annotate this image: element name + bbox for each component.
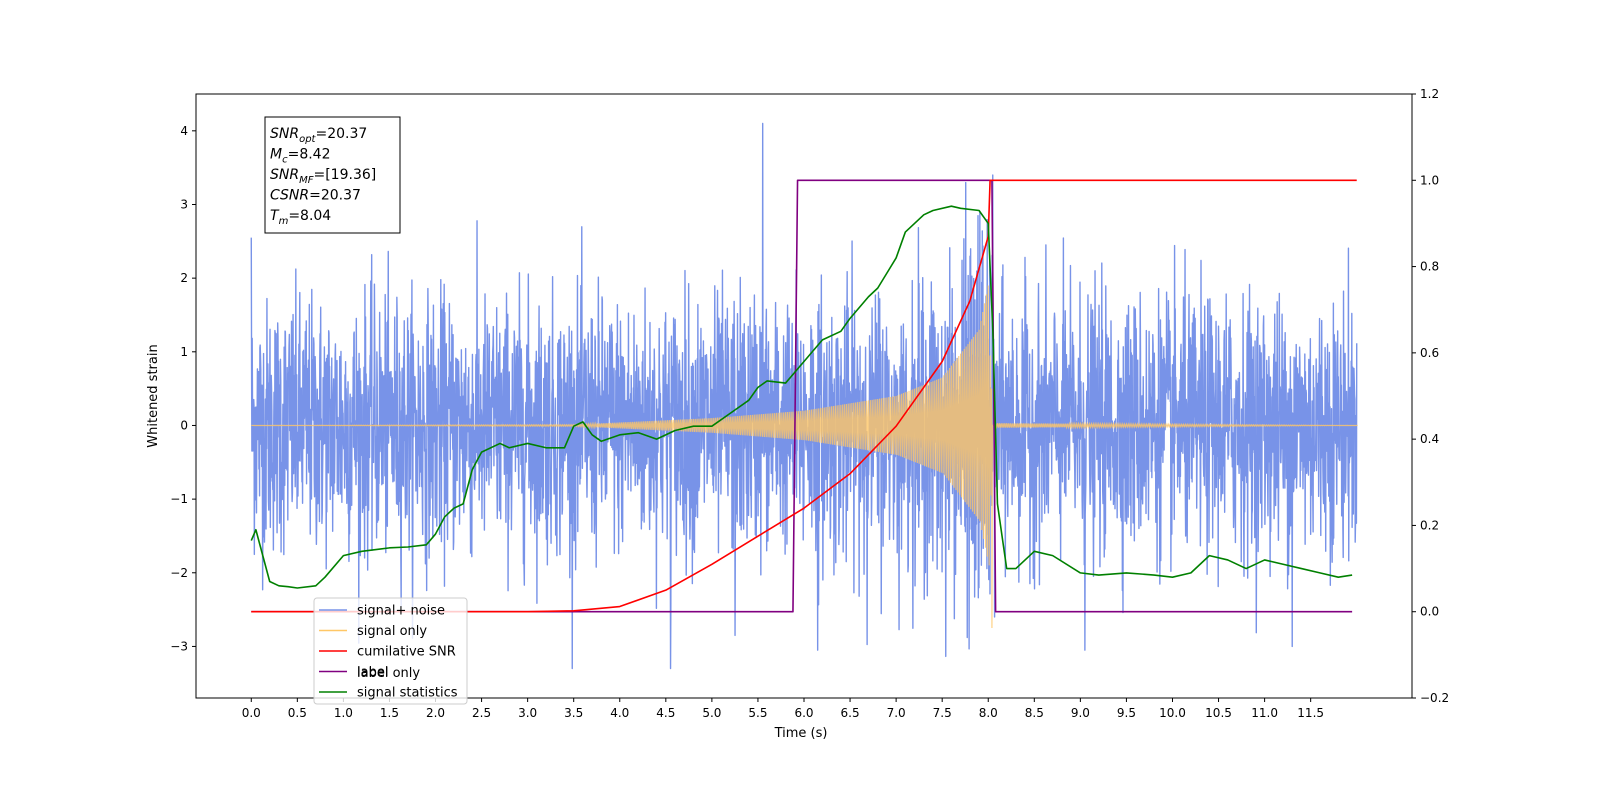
x-tick-label: 9.5 <box>1117 706 1136 720</box>
x-tick-label: 7.5 <box>933 706 952 720</box>
annotation-line: CSNR=20.37 <box>270 188 361 204</box>
x-tick-label: 0.0 <box>242 706 261 720</box>
y-right-tick-label: 0.4 <box>1420 432 1439 446</box>
legend-entry-label: signal+ noise <box>357 604 445 619</box>
y-left-tick-label: 2 <box>180 271 188 285</box>
x-tick-label: 9.0 <box>1071 706 1090 720</box>
y-left-tick-label: −3 <box>170 639 188 653</box>
legend-hidden-entry-text: label only <box>357 666 420 681</box>
y-left-tick-label: −2 <box>170 566 188 580</box>
series-signal-noise-line <box>250 122 1358 670</box>
x-tick-label: 5.5 <box>748 706 767 720</box>
legend-entry-label: signal only <box>357 624 427 639</box>
x-tick-label: 7.0 <box>887 706 906 720</box>
series-label-line <box>251 179 1353 613</box>
annotation-line: Mc=8.42 <box>270 147 331 166</box>
y-left-tick-label: −1 <box>170 492 188 506</box>
legend-entry-label: label <box>357 665 388 680</box>
axes-layer: 0.0 0.5 1.0 1.5 2.0 2.5 3.0 3.5 4.0 4.5 5.0 5.5 6.0 6… <box>170 87 1449 720</box>
x-tick-label: 8.5 <box>1025 706 1044 720</box>
y-right-tick-label: 0.6 <box>1420 346 1439 360</box>
x-tick-label: 4.5 <box>656 706 675 720</box>
annotation-line: SNRMF=[19.36] <box>270 167 376 186</box>
x-tick-label: 2.0 <box>426 706 445 720</box>
y-right-tick-label: 1.0 <box>1420 173 1439 187</box>
legend-entry-label: signal statistics <box>357 686 458 701</box>
x-tick-label: 6.0 <box>794 706 813 720</box>
y-right-tick-label: 1.2 <box>1420 87 1439 101</box>
x-tick-label: 11.0 <box>1251 706 1278 720</box>
x-tick-label: 1.0 <box>334 706 353 720</box>
y-right-tick-label: 0.8 <box>1420 260 1439 274</box>
x-tick-label: 10.5 <box>1205 706 1232 720</box>
x-tick-label: 8.0 <box>979 706 998 720</box>
legend-entry-label: cumilative SNR <box>357 645 456 660</box>
x-axis-label: Time (s) <box>774 726 828 741</box>
x-tick-label: 3.5 <box>564 706 583 720</box>
series-signal-only-line <box>251 285 1358 629</box>
series-signal-statistics-line <box>250 205 1353 589</box>
x-tick-label: 0.5 <box>288 706 307 720</box>
y-right-tick-label: 0.2 <box>1420 518 1439 532</box>
y-left-tick-label: 1 <box>180 345 188 359</box>
x-tick-label: 6.5 <box>841 706 860 720</box>
annotation-line: Tm=8.04 <box>270 208 331 227</box>
y-right-tick-label: 0.0 <box>1420 605 1439 619</box>
x-tick-label: 2.5 <box>472 706 491 720</box>
x-tick-label: 1.5 <box>380 706 399 720</box>
y-left-tick-label: 3 <box>180 197 188 211</box>
y-left-tick-label: 0 <box>180 418 188 432</box>
y-right-tick-label: −0.2 <box>1420 691 1449 705</box>
x-tick-label: 3.0 <box>518 706 537 720</box>
x-tick-label: 5.0 <box>702 706 721 720</box>
y-axis-label: Whitened strain <box>146 344 161 447</box>
x-tick-label: 11.5 <box>1297 706 1324 720</box>
y-left-tick-label: 4 <box>180 124 188 138</box>
x-tick-label: 4.0 <box>610 706 629 720</box>
series-layer <box>250 122 1358 670</box>
x-tick-label: 10.0 <box>1159 706 1186 720</box>
annotation-line: SNRopt=20.37 <box>270 126 367 145</box>
series-cumulative-snr-line <box>251 179 1357 613</box>
legend: label only signal+ noise signal only cumila… <box>313 597 468 705</box>
